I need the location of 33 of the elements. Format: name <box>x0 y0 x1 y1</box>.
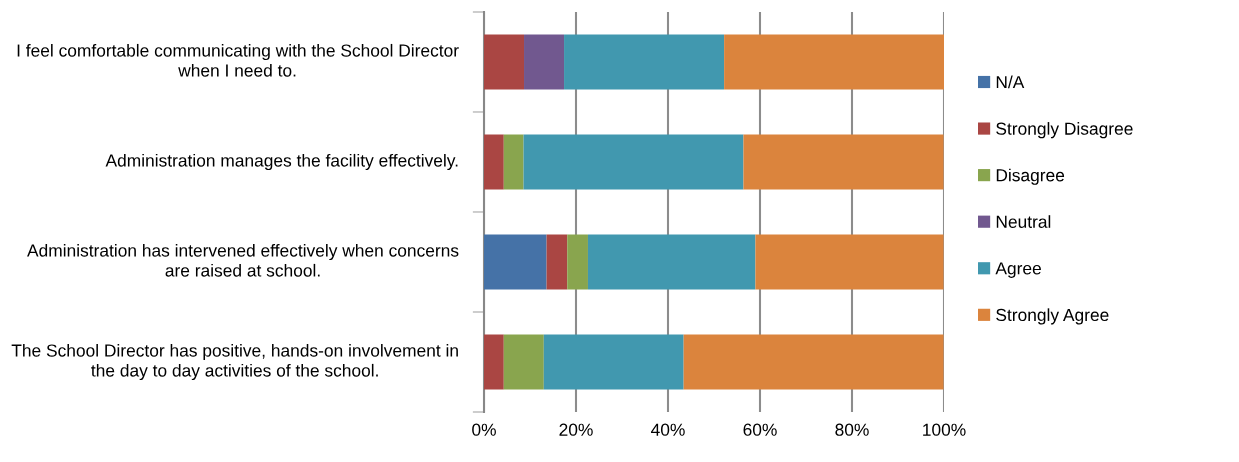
legend-label: Agree <box>995 262 1041 278</box>
bar <box>587 234 756 290</box>
legend-label: Strongly Agree <box>996 308 1109 325</box>
legend-label: Neutral <box>996 215 1051 228</box>
bar <box>567 234 588 290</box>
x-tick-label: 40% <box>651 423 685 436</box>
x-tick-label: 0% <box>472 423 496 436</box>
bar <box>564 34 725 90</box>
y-tick-label: Administration has intervened effectively when concerns are raised at school. <box>27 243 459 277</box>
bar <box>743 134 944 190</box>
bar <box>484 334 504 390</box>
x-tick-label: 20% <box>559 423 593 436</box>
x-tick-label: 100% <box>923 423 966 436</box>
x-tick-label: 80% <box>835 423 869 436</box>
legend-label: Disagree <box>996 168 1065 185</box>
bar <box>546 234 568 290</box>
legend-label: Strongly Disagree <box>996 122 1133 139</box>
y-tick-label: Administration manages the facility effectively. <box>105 153 458 171</box>
bar <box>484 134 504 190</box>
y-tick-label: The School Director has positive, hands-on involvement in the day to day activities of the school. <box>11 343 458 381</box>
bar <box>523 134 744 190</box>
x-tick-label: 60% <box>743 423 777 436</box>
bar <box>683 334 944 390</box>
bar <box>484 234 547 290</box>
y-tick-label: I feel comfortable communicating with the School Director when I need to. <box>17 43 459 77</box>
legend-label: N/A <box>996 75 1025 89</box>
bar <box>503 334 544 390</box>
bar <box>503 134 524 190</box>
bar <box>755 234 944 290</box>
bar <box>724 34 944 90</box>
bar <box>543 334 684 390</box>
bar <box>484 34 525 90</box>
bar <box>524 34 565 90</box>
